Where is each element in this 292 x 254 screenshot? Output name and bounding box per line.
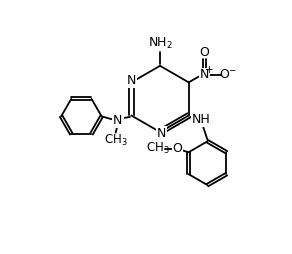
Text: N: N [200, 68, 209, 81]
Text: O: O [199, 45, 209, 59]
Text: O$^{-}$: O$^{-}$ [219, 68, 237, 81]
Text: NH: NH [192, 113, 211, 126]
Text: CH$_3$: CH$_3$ [104, 133, 128, 148]
Text: NH$_2$: NH$_2$ [147, 36, 173, 52]
Text: O: O [172, 142, 182, 155]
Text: N: N [113, 114, 123, 127]
Text: CH$_3$: CH$_3$ [146, 141, 170, 156]
Text: N: N [157, 127, 166, 140]
Text: N: N [127, 74, 136, 87]
Text: +: + [205, 65, 213, 75]
